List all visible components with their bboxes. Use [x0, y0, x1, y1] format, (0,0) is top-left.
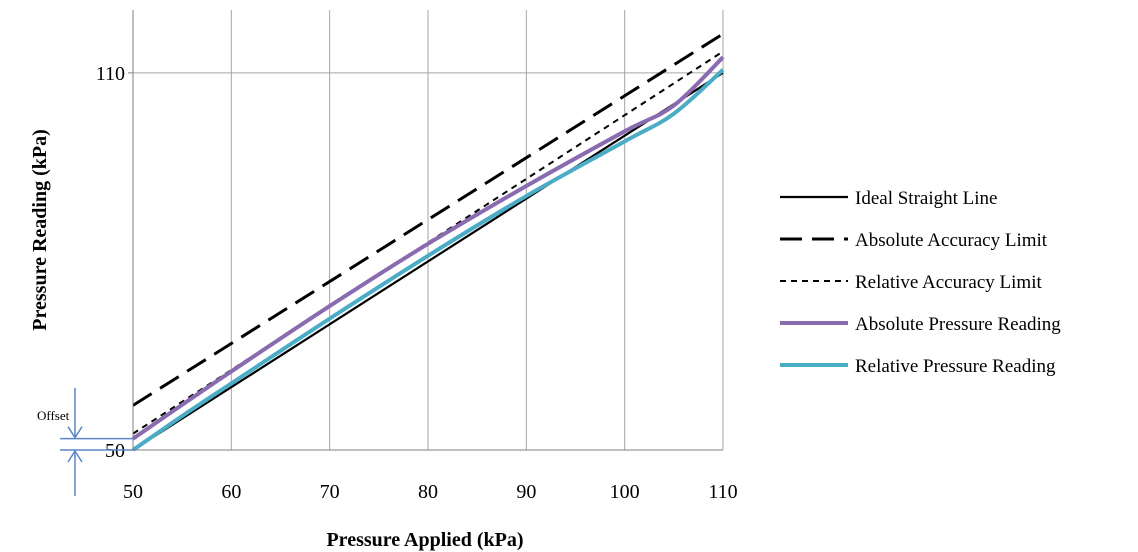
offset-arrowhead-up	[67, 449, 83, 463]
series-line	[131, 68, 725, 452]
x-tick-label: 100	[610, 481, 640, 503]
series-line	[132, 50, 724, 435]
series-lines	[131, 32, 725, 452]
legend-label: Absolute Accuracy Limit	[855, 230, 1048, 251]
x-axis-title: Pressure Applied (kPa)	[326, 529, 523, 551]
x-tick-label: 60	[221, 481, 241, 503]
legend-label: Relative Pressure Reading	[855, 356, 1056, 377]
series-line	[131, 55, 725, 441]
legend-label: Relative Accuracy Limit	[855, 272, 1042, 293]
y-tick-label: 110	[96, 63, 125, 85]
x-tick-label: 50	[123, 481, 143, 503]
legend-label: Absolute Pressure Reading	[855, 314, 1061, 335]
tick-labels: 50 60 70 80 90 100 110 50 110	[96, 63, 738, 503]
series-line	[132, 32, 724, 407]
offset-arrowhead-down	[67, 426, 83, 440]
axes	[128, 10, 723, 451]
offset-annotation: Offset	[37, 388, 133, 496]
x-tick-label: 70	[320, 481, 340, 503]
offset-label: Offset	[37, 408, 70, 423]
x-tick-label: 90	[516, 481, 536, 503]
x-tick-label: 110	[708, 481, 737, 503]
x-tick-label: 80	[418, 481, 438, 503]
grid	[133, 10, 724, 450]
y-axis-title: Pressure Reading (kPa)	[29, 129, 51, 330]
legend: Ideal Straight Line Absolute Accuracy Lim…	[780, 188, 1061, 377]
y-tick-label: 50	[105, 440, 125, 462]
legend-label: Ideal Straight Line	[855, 188, 997, 209]
series-line	[132, 71, 724, 451]
